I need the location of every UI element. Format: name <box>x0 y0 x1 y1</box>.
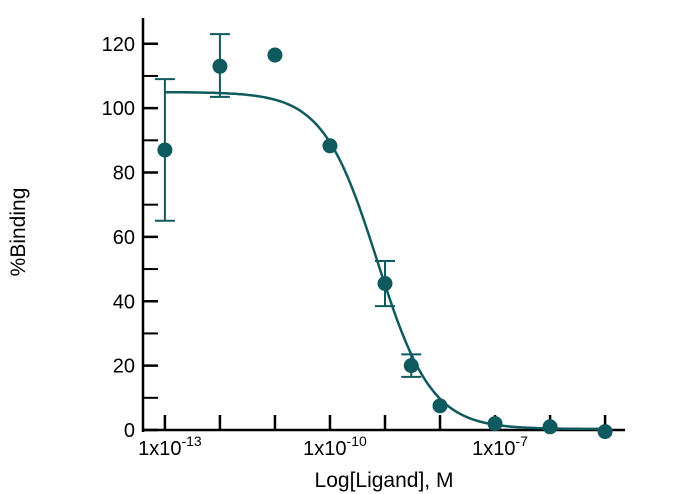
data-point <box>487 416 503 432</box>
data-points-layer <box>154 33 613 440</box>
data-point-group <box>154 78 175 222</box>
y-tick-label: 120 <box>102 34 135 56</box>
data-point-group <box>597 424 613 440</box>
y-tick-label: 40 <box>113 291 135 313</box>
data-point <box>322 138 338 154</box>
axes: 0 20 40 60 80 100 120 1x10-13 1x10-10 1x10-7 <box>102 18 625 460</box>
x-tick-label: 1x10-13 <box>138 433 202 460</box>
data-point-group <box>432 398 448 414</box>
data-point <box>432 398 448 414</box>
data-point <box>403 358 419 374</box>
y-axis-title: %Binding <box>7 188 30 277</box>
data-point-group <box>209 33 230 98</box>
x-axis-title: Log[Ligand], M <box>315 469 454 492</box>
data-point-group <box>487 416 503 432</box>
y-tick-label: 60 <box>113 227 135 249</box>
data-point <box>212 58 228 74</box>
data-point <box>157 142 173 158</box>
y-tick-label: 100 <box>102 98 135 120</box>
y-tick-label: 80 <box>113 163 135 185</box>
data-point <box>542 419 558 435</box>
data-point-group <box>542 419 558 435</box>
data-point <box>377 276 393 292</box>
y-tick-label: 20 <box>113 356 135 378</box>
x-tick-label: 1x10-10 <box>303 433 367 460</box>
data-point-group <box>267 47 283 63</box>
data-point-group <box>401 353 422 378</box>
x-tick-label: 1x10-7 <box>472 433 528 460</box>
data-point-group <box>374 260 395 308</box>
data-point-group <box>322 138 338 154</box>
data-point <box>267 47 283 63</box>
y-tick-label: 0 <box>124 420 135 442</box>
data-point <box>597 424 613 440</box>
